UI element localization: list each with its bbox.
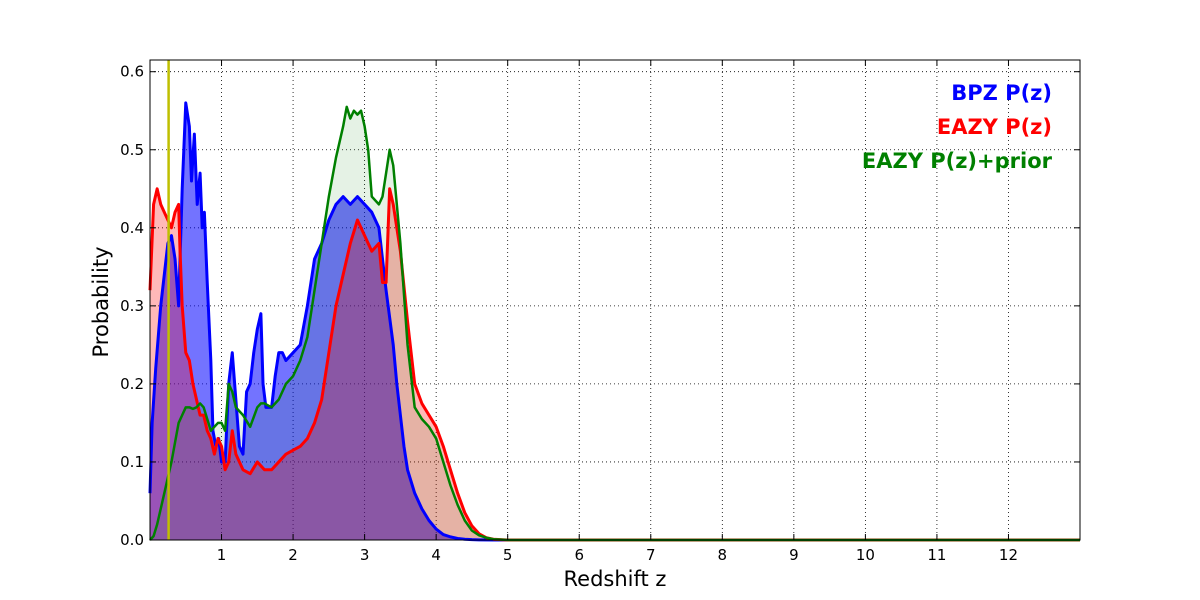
y-tick-label: 0.0 bbox=[120, 531, 144, 549]
series-fill-2 bbox=[150, 188, 1080, 540]
x-tick-label: 4 bbox=[431, 546, 441, 564]
x-tick-label: 2 bbox=[288, 546, 298, 564]
x-axis-title: Redshift z bbox=[564, 567, 667, 591]
x-tick-label: 11 bbox=[927, 546, 946, 564]
series-fill-3 bbox=[150, 106, 1080, 540]
y-tick-label: 0.1 bbox=[120, 453, 144, 471]
legend: BPZ P(z) EAZY P(z) EAZY P(z)+prior bbox=[862, 81, 1053, 173]
plot-area: 1 2 3 4 5 6 7 8 9 10 11 120.00.10.20.30.40.50.6 bbox=[120, 60, 1080, 564]
y-tick-label: 0.6 bbox=[120, 63, 144, 81]
series-fill-1 bbox=[150, 102, 1080, 541]
x-tick-label: 9 bbox=[789, 546, 799, 564]
legend-entry-3: EAZY P(z)+prior bbox=[862, 149, 1053, 173]
x-tick-label: 10 bbox=[856, 546, 875, 564]
series-line-3 bbox=[149, 105, 1080, 542]
x-tick-label: 12 bbox=[999, 546, 1018, 564]
series-line-2 bbox=[148, 187, 1080, 542]
y-axis-title: Probability bbox=[89, 246, 113, 357]
y-tick-label: 0.2 bbox=[120, 375, 144, 393]
x-tick-label: 3 bbox=[360, 546, 370, 564]
x-tick-label: 8 bbox=[718, 546, 728, 564]
legend-entry-2: EAZY P(z) bbox=[937, 115, 1052, 139]
legend-entry-1: BPZ P(z) bbox=[951, 81, 1052, 105]
y-tick-label: 0.3 bbox=[120, 297, 144, 315]
y-tick-label: 0.5 bbox=[120, 141, 144, 159]
x-tick-label: 7 bbox=[646, 546, 656, 564]
x-tick-label: 6 bbox=[574, 546, 584, 564]
plot-frame bbox=[149, 59, 1081, 541]
x-tick-label: 1 bbox=[217, 546, 227, 564]
x-tick-label: 5 bbox=[503, 546, 513, 564]
y-tick-label: 0.4 bbox=[120, 219, 144, 237]
